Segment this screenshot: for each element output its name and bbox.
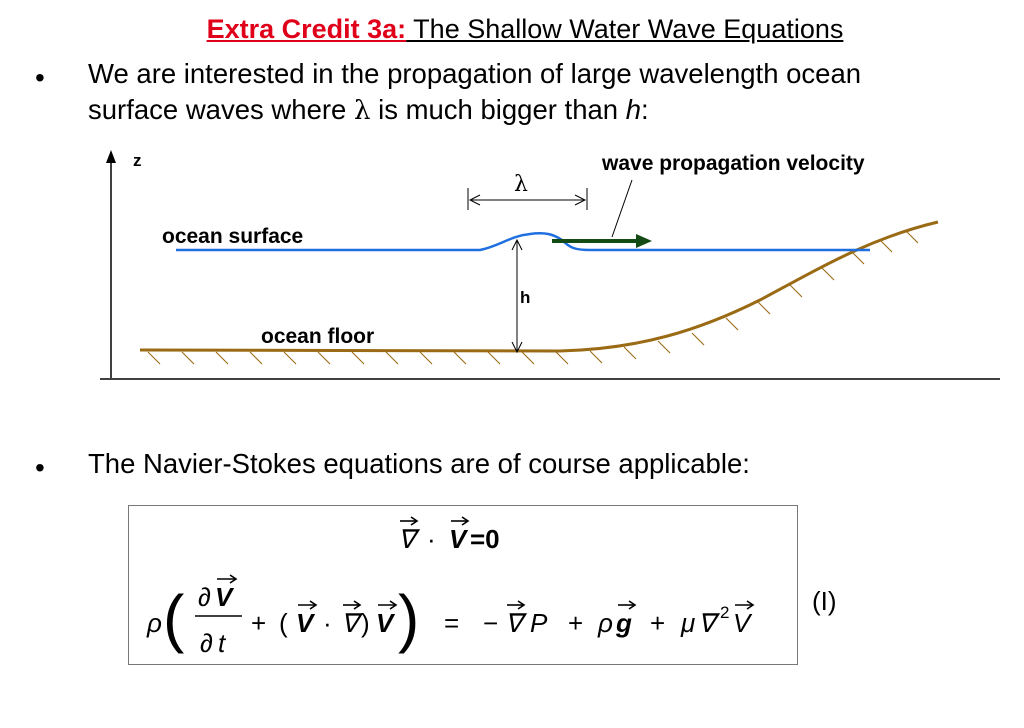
gravity-symbol: g (615, 608, 632, 638)
paren-open-2: ( (279, 608, 288, 638)
conv-velocity: V (296, 608, 316, 638)
bullet-1-line-2: surface waves where λ is much bigger tha… (88, 94, 649, 126)
laplacian-exponent: 2 (720, 603, 729, 622)
ocean-floor-hatching (147, 230, 919, 365)
h-arrow-bottom (511, 341, 523, 354)
z-axis-arrowhead (106, 150, 116, 163)
plus-2: + (568, 608, 583, 638)
lambda-label: λ (514, 172, 528, 197)
equals-sign: = (444, 608, 459, 638)
density-symbol-2: ρ (597, 608, 613, 638)
partial-bottom: ∂ (200, 628, 213, 658)
plus-3: + (650, 608, 665, 638)
h-label: h (520, 288, 530, 307)
equation-box (128, 505, 798, 665)
wave-velocity-label: wave propagation velocity (601, 152, 865, 175)
title-highlight: Extra Credit 3a: (206, 14, 407, 44)
velocity-leader-line (611, 179, 633, 238)
h-symbol: h (625, 94, 642, 125)
wave-velocity-arrowhead (636, 234, 652, 248)
equation-number: (I) (812, 586, 837, 616)
right-paren: ) (398, 582, 419, 654)
conv-nabla: ∇ (341, 608, 364, 638)
ocean-floor-line (139, 220, 939, 353)
time-symbol: t (218, 628, 227, 658)
continuity-rhs: =0 (470, 524, 500, 554)
ocean-surface-line (176, 232, 870, 252)
continuity-nabla: ∇ (398, 524, 421, 554)
pressure-symbol: P (530, 608, 548, 638)
paren-close-2: ) (361, 608, 370, 638)
bullet-marker-1: • (35, 62, 45, 93)
viscosity-symbol: μ (680, 608, 695, 638)
momentum-equation: ρ ( ∂ V ∂ t + ( V · ∇ ) V ) = − ∇ P + (146, 574, 755, 658)
conv-dot: · (323, 608, 332, 638)
ocean-surface-label: ocean surface (162, 225, 303, 248)
lambda-arrow-left (468, 194, 481, 206)
continuity-equation: ∇ · V =0 (398, 516, 500, 554)
ocean-floor-label: ocean floor (261, 325, 374, 348)
plus-1: + (251, 608, 266, 638)
frac-velocity: V (215, 582, 235, 612)
lambda-arrow-right (574, 194, 587, 206)
continuity-velocity: V (449, 524, 469, 554)
bullet-2-text: The Navier-Stokes equations are of cours… (88, 448, 750, 479)
ocean-diagram: z ocean floor ocean surface wave propaga… (100, 150, 1000, 380)
lambda-symbol: λ (353, 96, 371, 126)
density-symbol: ρ (146, 608, 162, 638)
laplacian-nabla: ∇ (698, 608, 721, 638)
continuity-dot: · (427, 524, 436, 554)
bullet-1-line-1: We are interested in the propagation of … (88, 58, 862, 89)
h-arrow-top (511, 238, 523, 251)
pressure-nabla: ∇ (505, 608, 528, 638)
minus-sign: − (483, 608, 498, 638)
partial-top: ∂ (198, 582, 211, 612)
conv-velocity-2: V (376, 608, 396, 638)
slide-title: Extra Credit 3a: The Shallow Water Wave … (0, 14, 1024, 45)
bullet-1-text: We are interested in the propagation of … (88, 56, 861, 129)
title-text: The Shallow Water Wave Equations (406, 14, 844, 44)
z-axis-label: z (133, 151, 142, 170)
bullet-marker-2: • (35, 452, 45, 483)
left-paren: ( (163, 582, 184, 654)
laplacian-velocity: V (733, 608, 753, 638)
